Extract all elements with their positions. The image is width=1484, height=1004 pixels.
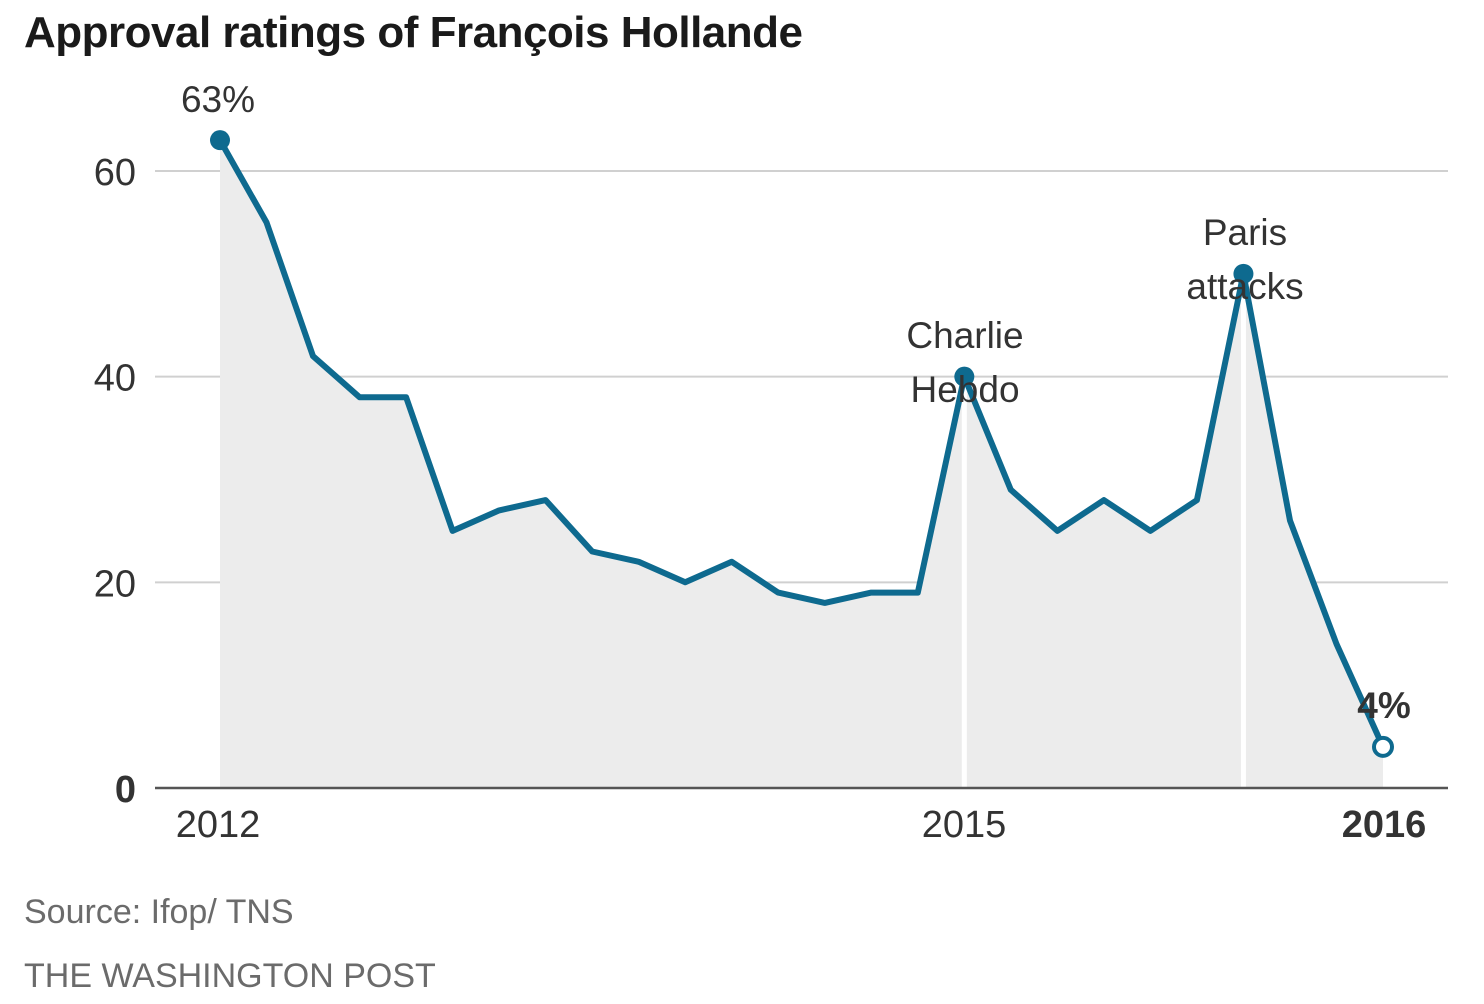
y-tick-label: 60 (94, 152, 136, 194)
event-markers (961, 273, 1246, 788)
annotations: 63% Charlie Hebdo Paris attacks 4% (181, 79, 1411, 726)
data-point (915, 590, 921, 596)
annotation-label: Charlie (906, 315, 1023, 356)
data-point (1101, 497, 1107, 503)
data-point (1194, 497, 1200, 503)
data-point (543, 497, 549, 503)
data-point (1008, 487, 1014, 493)
area-fill (220, 140, 1383, 789)
series-line (217, 137, 1386, 750)
highlight-point (954, 366, 975, 387)
y-tick-label: 20 (94, 563, 136, 605)
data-point (1147, 528, 1153, 534)
y-tick-label: 40 (94, 358, 136, 400)
data-point (775, 590, 781, 596)
series-line-path (217, 137, 1386, 750)
annotation-label: 4% (1357, 685, 1410, 726)
x-tick-label: 2015 (922, 804, 1007, 846)
approval-line-chart: 0 20 40 60 2012 2015 2016 63% Charlie Hebdo Pari… (94, 79, 1448, 846)
data-point (496, 507, 502, 513)
annotation-label: Paris (1203, 212, 1287, 253)
highlight-points (210, 130, 1394, 758)
source-note: Source: Ifop/ TNS (24, 893, 294, 931)
data-point (450, 528, 456, 534)
x-tick-label: 2012 (176, 804, 261, 846)
x-tick-label: 2016 (1342, 804, 1427, 846)
data-point (868, 590, 874, 596)
annotation-label: 63% (181, 79, 255, 120)
data-point (403, 394, 409, 400)
annotation-label: Hebdo (910, 369, 1019, 410)
data-point (357, 394, 363, 400)
data-point (310, 353, 316, 359)
highlight-point (210, 130, 230, 151)
y-axis-ticks: 0 20 40 60 (94, 152, 136, 811)
data-point (822, 600, 828, 606)
data-point (1054, 528, 1060, 534)
x-axis-ticks: 2012 2015 2016 (176, 804, 1427, 846)
data-point (589, 548, 595, 554)
highlight-point-hollow (1372, 735, 1394, 758)
annotation-label: attacks (1186, 266, 1303, 307)
data-point (729, 559, 735, 565)
data-point (264, 219, 270, 225)
data-point (636, 559, 642, 565)
highlight-point (1233, 263, 1254, 284)
data-point (682, 579, 688, 585)
chart-title: Approval ratings of François Hollande (24, 8, 803, 57)
data-point (1287, 518, 1293, 524)
y-tick-label: 0 (115, 769, 136, 811)
area-shape (220, 140, 1383, 789)
data-point (1333, 641, 1339, 647)
publisher-credit: THE WASHINGTON POST (24, 957, 436, 995)
